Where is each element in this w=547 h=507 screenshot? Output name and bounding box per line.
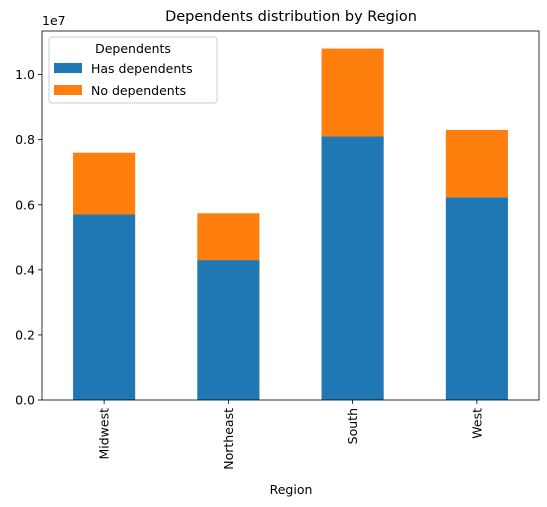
- bar-northeast-series-1: [197, 260, 259, 400]
- bar-midwest-series-1: [73, 215, 135, 400]
- bar-west-series-1: [446, 197, 508, 400]
- bar-south-series-1: [322, 136, 384, 400]
- bar-midwest-series-2: [73, 153, 135, 215]
- y-tick-label: 0.2: [15, 327, 35, 342]
- x-axis-label: Region: [270, 482, 313, 497]
- bar-south-series-2: [322, 49, 384, 137]
- legend-swatch-1: [54, 63, 82, 73]
- legend-label-1: Has dependents: [91, 61, 193, 76]
- y-tick-label: 0.4: [15, 262, 35, 277]
- x-tick-label-midwest: Midwest: [97, 408, 112, 460]
- legend-title: Dependents: [95, 41, 171, 56]
- y-tick-label: 0.0: [15, 393, 35, 408]
- x-tick-label-south: South: [345, 408, 360, 444]
- legend-swatch-2: [54, 85, 82, 95]
- bar-west-series-2: [446, 130, 508, 197]
- y-ticks-group: 0.0 0.2 0.4 0.6 0.8 1.0: [15, 67, 42, 407]
- chart-title: Dependents distribution by Region: [165, 9, 417, 25]
- y-tick-label: 0.6: [15, 197, 35, 212]
- x-tick-label-northeast: Northeast: [221, 408, 236, 470]
- legend: Dependents Has dependents No dependents: [49, 37, 217, 103]
- y-offset-label: 1e7: [42, 13, 66, 28]
- x-tick-label-west: West: [469, 408, 484, 439]
- y-tick-label: 1.0: [15, 67, 35, 82]
- x-ticks-group: Midwest Northeast South West: [97, 400, 485, 470]
- bar-northeast-series-2: [197, 213, 259, 260]
- y-tick-label: 0.8: [15, 132, 35, 147]
- legend-label-2: No dependents: [91, 83, 186, 98]
